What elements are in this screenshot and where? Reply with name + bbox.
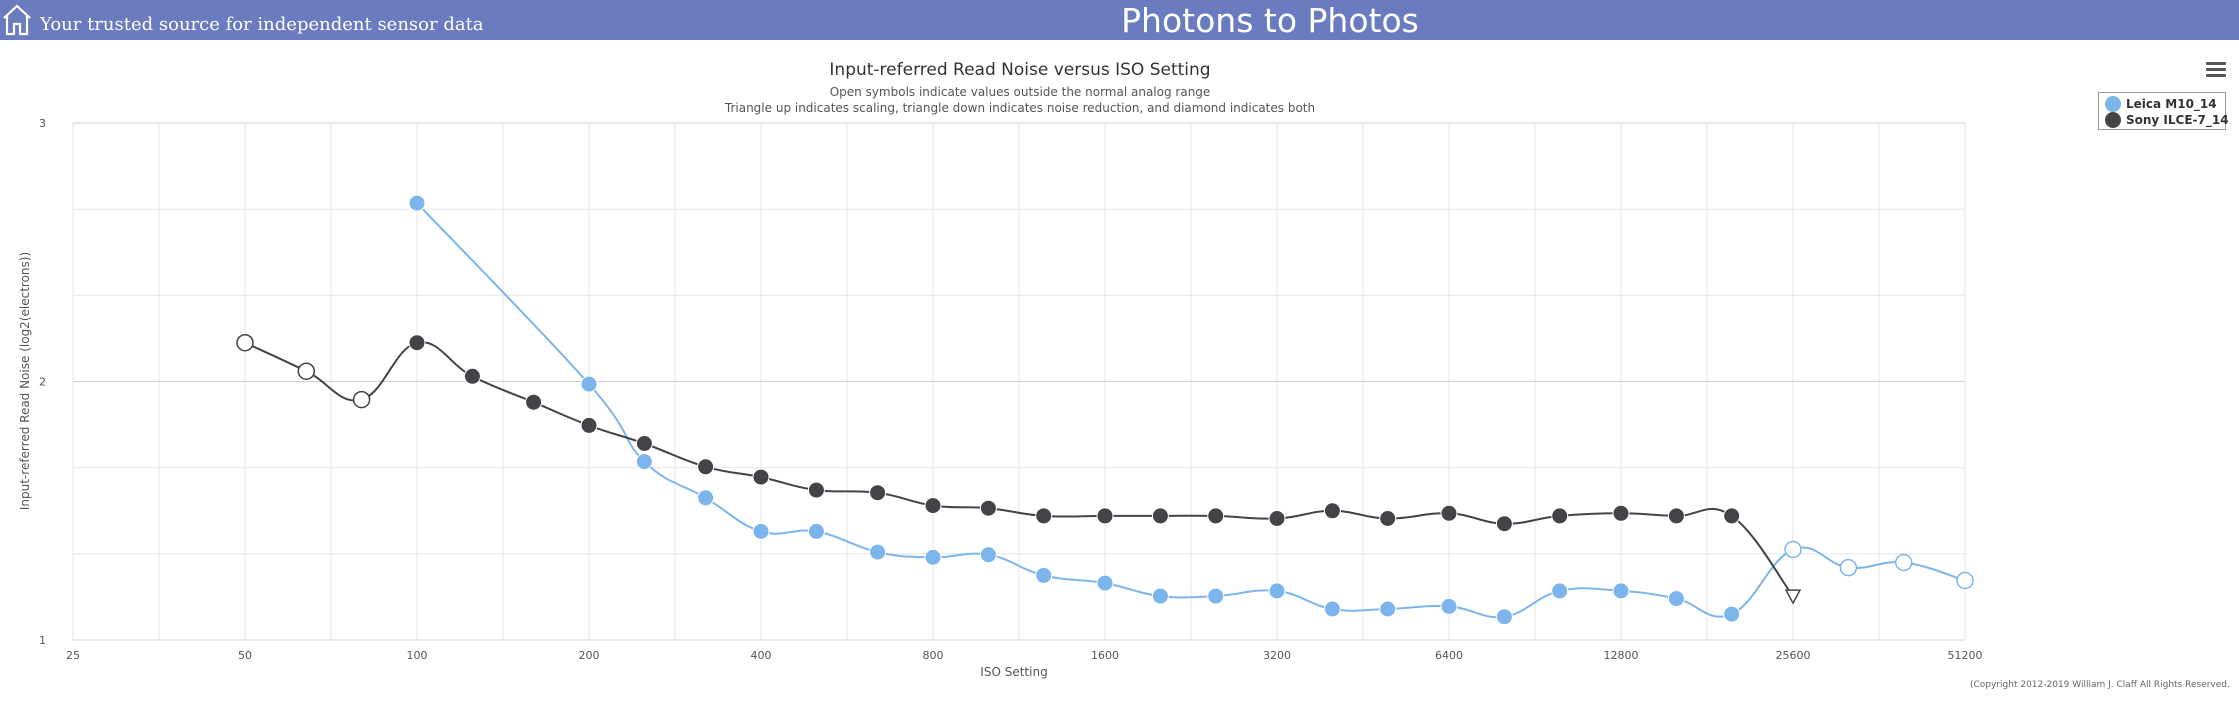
- x-tick-label: 200: [579, 649, 600, 662]
- data-point-leica-m10-14: [1035, 566, 1053, 584]
- data-point-leica-m10-14: [1323, 600, 1341, 618]
- menu-bar: [2206, 62, 2226, 65]
- copyright-notice: (Copyright 2012-2019 William J. Claff Al…: [1970, 680, 2230, 690]
- legend-marker-sony: [2105, 112, 2121, 128]
- data-point-leica-m10-14: [1379, 600, 1397, 618]
- axis-layer: 25 50 100 200 400 800 1600 3200 6400 12800 25600 51…: [39, 117, 1983, 662]
- data-point-leica-m10-14: [1440, 597, 1458, 615]
- legend-label-sony: Sony ILCE-7_14: [2126, 113, 2229, 127]
- x-axis-title: ISO Setting: [980, 665, 1047, 679]
- data-point-sony-ilce-7-14: [1612, 504, 1630, 522]
- read-noise-chart: 25 50 100 200 400 800 1600 3200 6400 12800 25600 51…: [18, 60, 1983, 679]
- data-point-leica-m10-14: [979, 546, 997, 564]
- y-tick-label: 1: [39, 634, 46, 647]
- data-point-sony-ilce-7-14: [924, 497, 942, 515]
- data-point-sony-ilce-7-14: [1495, 515, 1513, 533]
- data-point-sony-ilce-7-14: [408, 334, 426, 352]
- data-point-leica-m10-14: [1723, 605, 1741, 623]
- x-tick-label: 400: [751, 649, 772, 662]
- data-point-sony-ilce-7-14: [1551, 507, 1569, 525]
- data-point-leica-m10-14: [1151, 587, 1169, 605]
- data-point-sony-ilce-7-14: [1268, 510, 1286, 527]
- data-point-leica-m10-14: [924, 548, 942, 566]
- data-point-sony-ilce-7-14: [1379, 510, 1397, 527]
- data-point-leica-m10-14: [1839, 558, 1858, 577]
- data-point-leica-m10-14: [1207, 587, 1225, 605]
- data-point-sony-ilce-7-14: [1723, 507, 1741, 525]
- data-point-sony-ilce-7-14: [1784, 589, 1802, 605]
- data-point-sony-ilce-7-14: [1096, 507, 1114, 525]
- data-point-sony-ilce-7-14: [236, 333, 254, 352]
- data-point-leica-m10-14: [1268, 582, 1286, 600]
- data-point-leica-m10-14: [869, 543, 887, 561]
- data-point-leica-m10-14: [1096, 574, 1114, 592]
- data-point-sony-ilce-7-14: [1667, 507, 1685, 525]
- menu-bar: [2206, 74, 2226, 77]
- data-point-leica-m10-14: [408, 194, 426, 212]
- menu-bar: [2206, 68, 2226, 71]
- site-title[interactable]: Photons to Photos: [1121, 1, 1419, 40]
- site-header: Your trusted source for independent sens…: [0, 0, 2239, 40]
- x-tick-label: 25600: [1776, 649, 1811, 662]
- data-point-leica-m10-14: [1667, 590, 1685, 608]
- data-point-leica-m10-14: [1894, 553, 1913, 572]
- data-point-sony-ilce-7-14: [979, 499, 997, 517]
- site-tagline[interactable]: Your trusted source for independent sens…: [40, 14, 484, 35]
- data-point-sony-ilce-7-14: [807, 481, 825, 499]
- data-point-sony-ilce-7-14: [580, 416, 598, 434]
- data-point-sony-ilce-7-14: [869, 484, 887, 502]
- data-point-sony-ilce-7-14: [752, 468, 770, 486]
- data-point-leica-m10-14: [1612, 582, 1630, 600]
- x-tick-label: 50: [238, 649, 252, 662]
- data-point-sony-ilce-7-14: [1323, 502, 1341, 520]
- x-tick-label: 100: [407, 649, 428, 662]
- data-point-leica-m10-14: [752, 522, 770, 540]
- data-point-sony-ilce-7-14: [352, 390, 371, 409]
- data-point-leica-m10-14: [635, 453, 653, 471]
- x-tick-label: 6400: [1435, 649, 1463, 662]
- data-point-leica-m10-14: [1551, 582, 1569, 600]
- home-icon[interactable]: [2, 2, 32, 36]
- data-point-sony-ilce-7-14: [1207, 507, 1225, 525]
- data-point-leica-m10-14: [807, 522, 825, 540]
- x-tick-label: 1600: [1091, 649, 1119, 662]
- x-tick-label: 800: [923, 649, 944, 662]
- x-tick-label: 3200: [1263, 649, 1291, 662]
- series-layer: [236, 194, 1974, 626]
- legend-marker-leica: [2105, 96, 2121, 112]
- y-tick-label: 3: [39, 117, 46, 130]
- data-point-sony-ilce-7-14: [1151, 507, 1169, 525]
- data-point-leica-m10-14: [1956, 571, 1974, 590]
- data-point-sony-ilce-7-14: [1440, 504, 1458, 522]
- data-point-sony-ilce-7-14: [463, 367, 481, 385]
- chart-menu-icon[interactable]: [2206, 62, 2226, 80]
- data-point-sony-ilce-7-14: [1035, 507, 1053, 525]
- chart-subtitle-line-1: Open symbols indicate values outside the…: [830, 85, 1211, 99]
- y-tick-label: 2: [39, 376, 46, 389]
- chart-legend: Leica M10_14 Sony ILCE-7_14: [2098, 92, 2229, 130]
- data-point-sony-ilce-7-14: [697, 458, 715, 476]
- data-point-leica-m10-14: [580, 375, 598, 393]
- y-axis-title: Input-referred Read Noise (log2(electron…: [18, 252, 32, 510]
- x-tick-label: 51200: [1948, 649, 1983, 662]
- data-point-leica-m10-14: [697, 489, 715, 507]
- legend-label-leica: Leica M10_14: [2126, 97, 2217, 111]
- x-tick-label: 25: [66, 649, 80, 662]
- data-point-leica-m10-14: [1495, 608, 1513, 626]
- grid-layer: [72, 122, 1966, 641]
- data-point-leica-m10-14: [1784, 540, 1802, 559]
- chart-title: Input-referred Read Noise versus ISO Set…: [829, 60, 1210, 80]
- data-point-sony-ilce-7-14: [635, 435, 653, 452]
- x-tick-label: 12800: [1604, 649, 1639, 662]
- data-point-sony-ilce-7-14: [297, 362, 316, 380]
- chart-subtitle-line-2: Triangle up indicates scaling, triangle …: [724, 101, 1315, 115]
- data-point-sony-ilce-7-14: [525, 393, 543, 411]
